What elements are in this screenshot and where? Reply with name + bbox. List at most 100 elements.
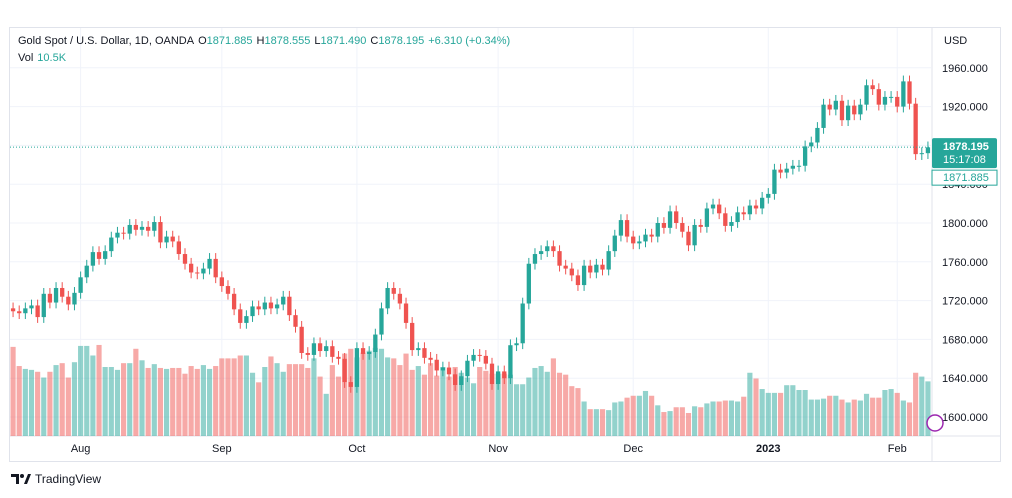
candle-body: [821, 104, 826, 128]
volume-bar: [219, 358, 225, 436]
volume-bar: [84, 345, 90, 436]
volume-bar: [446, 376, 452, 436]
volume-bar: [722, 400, 728, 436]
volume-bar: [385, 357, 391, 436]
candle-body: [575, 275, 581, 286]
candle-body: [373, 334, 378, 353]
volume-bar: [372, 347, 378, 436]
volume-bar: [698, 407, 704, 436]
volume-bar: [765, 392, 771, 436]
candle-body: [47, 293, 53, 303]
volume-bar: [814, 399, 820, 436]
open-price-label: 1871.885: [943, 172, 989, 184]
volume-bar: [41, 377, 47, 436]
candle-body: [532, 254, 538, 264]
candle-body: [244, 316, 249, 323]
volume-bar: [434, 375, 440, 436]
volume-bar: [489, 373, 495, 436]
open-price-badge: [931, 169, 998, 186]
volume-bar: [685, 413, 692, 436]
volume-bar: [317, 376, 323, 436]
volume-bar: [501, 373, 507, 436]
candle-body: [870, 85, 875, 90]
volume-bar: [428, 363, 434, 436]
volume-bar: [575, 388, 581, 436]
volume-bar: [274, 363, 280, 436]
candle-body: [895, 96, 900, 107]
candle-body: [127, 224, 132, 234]
volume-bar: [243, 355, 249, 436]
volume-bar: [262, 367, 268, 436]
volume-bar: [249, 372, 256, 436]
candle-body: [710, 204, 716, 209]
volume-bar: [71, 362, 78, 436]
candle-body: [115, 232, 120, 238]
candle-body: [360, 348, 366, 354]
candle-body: [182, 254, 188, 264]
volume-bar: [507, 374, 513, 436]
y-tick-label: 1680.000: [942, 334, 988, 346]
candle-body: [410, 322, 415, 351]
volume-bar: [121, 363, 127, 436]
candle-body: [348, 382, 353, 387]
volume-bar: [556, 372, 563, 436]
candle-body: [256, 306, 261, 310]
candle-body: [538, 251, 544, 255]
chart-frame: [9, 27, 1001, 462]
candle-body: [397, 293, 403, 304]
low-value: 1871.490: [320, 35, 367, 47]
volume-bar: [59, 363, 65, 436]
candle-body: [385, 287, 390, 309]
countdown-label: 15:17:08: [943, 154, 986, 166]
candle-body: [90, 252, 96, 266]
candle-body: [78, 277, 83, 293]
candle-body: [845, 105, 851, 121]
volume-bar: [839, 399, 845, 436]
symbol-legend: Gold Spot / U.S. Dollar, 1D, OANDA O1871.…: [18, 35, 514, 47]
symbol-title: Gold Spot / U.S. Dollar, 1D, OANDA: [18, 35, 195, 47]
candle-body: [833, 100, 838, 110]
candle-body: [391, 287, 396, 294]
volume-bar: [458, 372, 464, 436]
candle-body: [594, 264, 599, 273]
volume-bar: [544, 371, 550, 436]
x-tick-label: Oct: [348, 443, 365, 455]
candle-body: [268, 302, 274, 309]
volume-bar: [237, 355, 243, 436]
volume-bar: [35, 371, 41, 436]
candle-body: [907, 81, 912, 104]
volume-bar: [397, 365, 403, 436]
x-tick-label: Nov: [488, 443, 508, 455]
volume-bar: [10, 346, 16, 436]
tradingview-footer[interactable]: TradingView: [11, 472, 101, 486]
volume-bar: [550, 358, 556, 436]
candle-body: [802, 146, 808, 166]
candle-body: [133, 224, 139, 230]
candle-body: [723, 213, 728, 226]
candle-body: [925, 147, 931, 154]
candle-body: [53, 287, 59, 303]
candle-body: [790, 165, 795, 169]
candle-body: [459, 376, 464, 385]
volume-bar: [673, 407, 679, 436]
volume-bar: [563, 374, 569, 436]
volume-bar: [870, 397, 876, 436]
candle-body: [213, 258, 218, 278]
candle-body: [471, 354, 476, 361]
volume-bar: [200, 365, 206, 436]
volume-bar: [127, 363, 133, 436]
candle-body: [146, 226, 151, 231]
volume-bar: [78, 345, 84, 436]
candle-body: [422, 348, 427, 358]
candle-body: [717, 204, 722, 214]
volume-bar: [520, 384, 526, 436]
candle-body: [747, 205, 753, 215]
volume-bar: [391, 358, 397, 436]
candle-body: [680, 223, 685, 232]
candle-body: [139, 226, 145, 230]
volume-label: Vol: [18, 52, 34, 64]
volume-bar: [538, 366, 544, 436]
open-value: 1871.885: [206, 35, 253, 47]
candle-body: [84, 265, 89, 278]
